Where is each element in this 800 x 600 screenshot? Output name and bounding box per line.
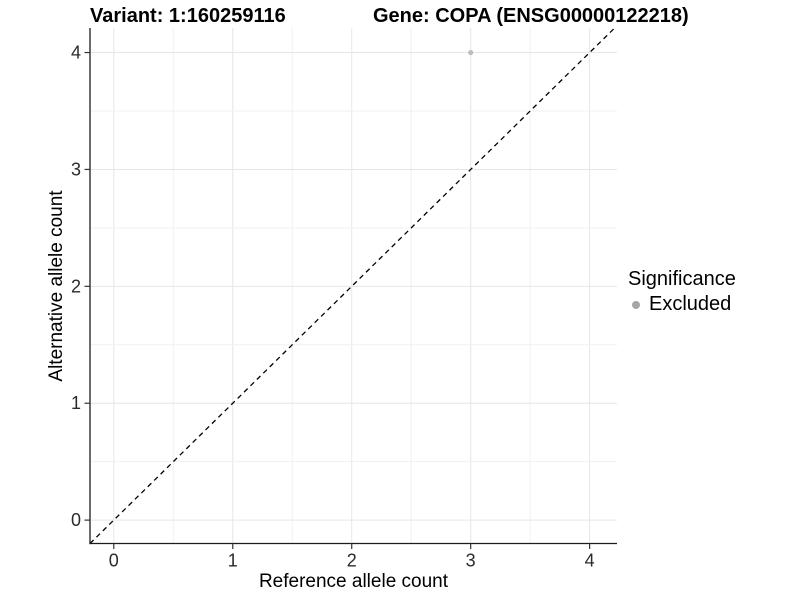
y-tick-label: 2 xyxy=(71,276,81,296)
gene-title: Gene: COPA (ENSG00000122218) xyxy=(373,5,689,27)
variant-title: Variant: 1:160259116 xyxy=(90,5,286,27)
x-tick-label: 0 xyxy=(109,551,119,571)
data-point xyxy=(468,49,474,56)
legend-item-label: Excluded xyxy=(649,293,732,315)
y-axis-title: Alternative allele count xyxy=(46,190,67,382)
y-tick-label: 3 xyxy=(71,159,81,179)
x-tick-label: 3 xyxy=(466,551,476,571)
y-tick-label: 4 xyxy=(71,43,81,63)
legend-title: Significance xyxy=(628,268,736,290)
excluded-point-icon xyxy=(632,300,640,309)
x-tick-label: 2 xyxy=(347,551,357,571)
x-axis-title: Reference allele count xyxy=(258,571,449,592)
y-tick-label: 1 xyxy=(71,393,81,413)
legend-item-excluded: Excluded xyxy=(628,293,736,316)
y-tick-label: 0 xyxy=(71,510,81,530)
x-tick-label: 4 xyxy=(585,551,595,571)
identity-reference-line xyxy=(89,27,616,544)
x-tick-label: 1 xyxy=(228,551,238,571)
legend: Significance Excluded xyxy=(628,268,736,316)
